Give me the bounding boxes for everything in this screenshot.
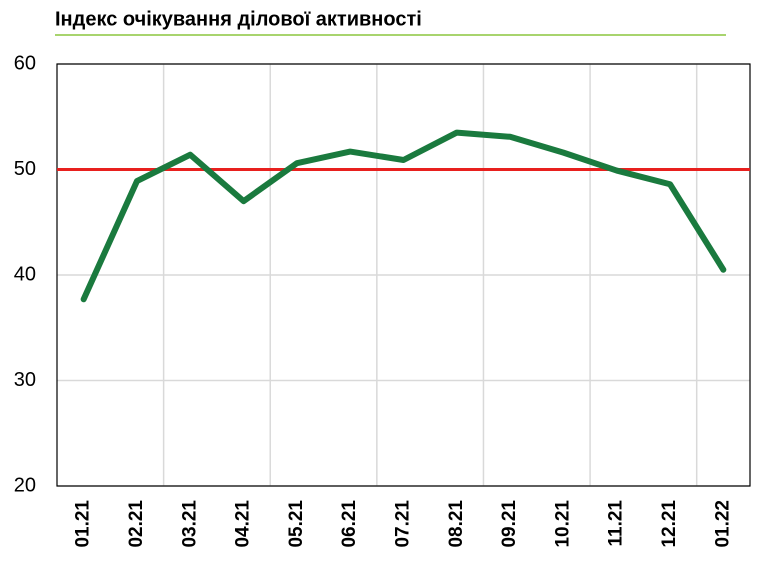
x-tick-label: 01.21 <box>73 500 94 548</box>
y-tick-label: 30 <box>14 369 36 391</box>
x-tick-label: 04.21 <box>233 500 254 548</box>
plot-frame <box>56 63 751 487</box>
y-tick-label: 50 <box>14 158 36 180</box>
y-tick-label: 40 <box>14 263 36 285</box>
chart-title: Індекс очікування ділової активності <box>55 8 422 30</box>
y-tick-label: 20 <box>14 474 36 496</box>
x-tick-label: 01.22 <box>712 500 733 548</box>
x-tick-label: 11.21 <box>606 500 627 547</box>
x-tick-label: 08.21 <box>446 500 467 548</box>
x-tick-label: 02.21 <box>126 500 147 548</box>
x-tick-label: 10.21 <box>552 500 573 548</box>
x-tick-label: 09.21 <box>499 500 520 548</box>
x-tick-label: 03.21 <box>179 500 200 548</box>
x-tick-label: 07.21 <box>393 500 414 548</box>
x-tick-label: 12.21 <box>659 500 680 548</box>
y-tick-label: 60 <box>14 52 36 74</box>
x-tick-label: 05.21 <box>286 500 307 548</box>
x-tick-label: 06.21 <box>339 500 360 548</box>
data-line <box>80 129 727 303</box>
